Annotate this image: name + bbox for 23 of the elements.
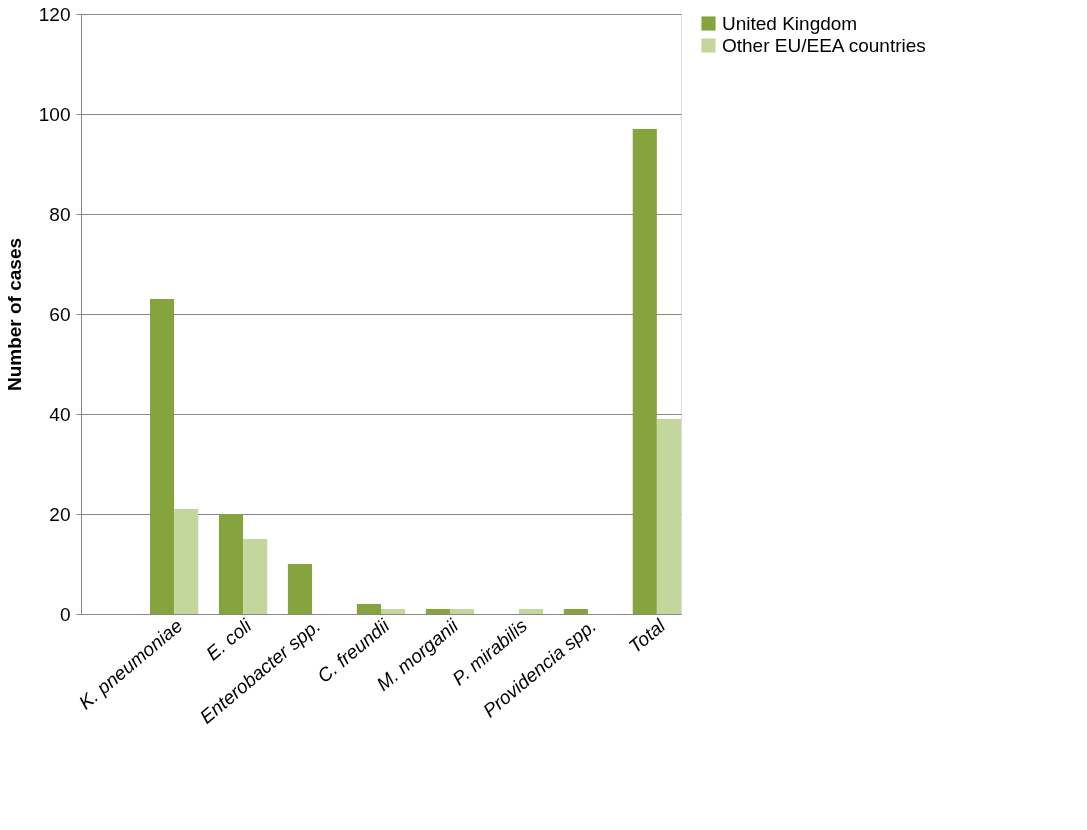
y-tick-label: 0 xyxy=(59,603,71,625)
bar xyxy=(356,604,381,614)
bar xyxy=(287,564,313,614)
y-tick-label: 60 xyxy=(49,303,71,325)
bar xyxy=(174,509,199,614)
y-tick-label: 20 xyxy=(49,503,71,525)
legend-label: United Kingdom xyxy=(722,12,858,34)
bar xyxy=(425,609,450,614)
bar xyxy=(149,299,175,614)
y-tick-label: 40 xyxy=(49,403,71,425)
y-tick-label: 100 xyxy=(38,103,71,125)
bar xyxy=(381,609,406,614)
bar xyxy=(243,539,268,614)
bar xyxy=(632,129,657,614)
y-tick-label: 120 xyxy=(38,3,71,25)
bar xyxy=(218,514,244,614)
bar xyxy=(656,419,681,614)
bar xyxy=(449,609,475,614)
y-axis-title: Number of cases xyxy=(3,237,25,392)
bar xyxy=(518,609,544,614)
legend-label: Other EU/EEA countries xyxy=(722,34,926,56)
y-tick-label: 80 xyxy=(49,203,71,225)
bar xyxy=(563,609,588,614)
